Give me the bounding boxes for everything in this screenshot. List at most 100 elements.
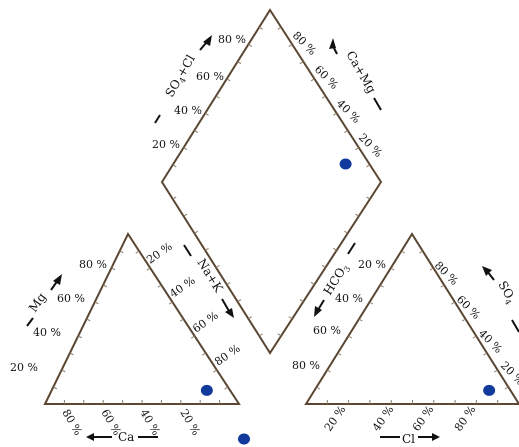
cation-left-tick-4	[77, 335, 83, 339]
diamond-upper-left-tick-4	[204, 112, 209, 116]
diamond-upper-left-tick-3	[194, 129, 199, 133]
mg-tick-label-60: 60 %	[57, 292, 85, 305]
mg-tick-label-80: 80 %	[79, 258, 107, 271]
diamond-lower-right-tick-1	[366, 196, 371, 200]
nak-tick-label-20: 20 %	[144, 240, 174, 267]
anion-right-tick-9	[504, 386, 509, 390]
sample-points	[200, 158, 496, 445]
diamond-upper-left-tick-2	[183, 147, 188, 151]
so4-axis-label-sub: 4	[503, 298, 513, 307]
diamond-lower-right-tick-9	[277, 333, 282, 337]
diamond-lower-left-tick-3	[237, 299, 242, 303]
diamond-lower-left-tick-7	[194, 230, 199, 234]
diamond-lower-left-tick-1	[258, 333, 263, 337]
nak-tick-label-40: 40 %	[167, 274, 197, 301]
anion-right-tick-2	[429, 267, 434, 271]
cation-left-tick-6	[94, 301, 99, 305]
diamond-lower-right-tick-7	[299, 299, 304, 303]
diamond-lower-right-tick-8	[288, 316, 293, 320]
so4cl-axis-label: SO4+Cl	[162, 52, 199, 100]
diamond-lower-left-tick-2	[248, 316, 253, 320]
so4cl-axis-label-sub: 4	[178, 76, 188, 85]
diamond-upper-right-tick-4	[310, 78, 315, 82]
diamond-upper-right-tick-2	[288, 43, 293, 47]
cl-tick-label-20: 20 %	[322, 403, 349, 433]
diamond-lower-left-tick-9	[172, 196, 177, 200]
anion-left-tick-5	[358, 318, 363, 322]
anion-left-tick-4	[348, 335, 353, 339]
so4cl-tick-label-80: 80 %	[218, 33, 246, 46]
ca-axis-title: Ca	[86, 430, 158, 444]
anion-right-tick-4	[451, 301, 456, 305]
diamond-lower-right-tick-2	[355, 213, 360, 217]
cl-axis-label: Cl	[402, 432, 415, 446]
hco3-tick-label-80: 80 %	[292, 359, 320, 372]
so4cl-tick-label-20: 20 %	[152, 138, 180, 151]
cation-right-tick-6	[190, 335, 195, 339]
sample-point-diamond-0	[339, 158, 352, 170]
diamond-upper-left-tick-8	[248, 43, 253, 47]
mg-tick-label-40: 40 %	[33, 326, 61, 339]
diamond-lower-right-tick-3	[344, 230, 348, 234]
diamond-upper-right-tick-5	[321, 95, 326, 99]
camg-tick-label-60: 60 %	[312, 63, 341, 92]
so4cl-axis-label-post: +Cl	[174, 52, 198, 79]
cation-right-tick-8	[213, 369, 218, 373]
anion-triangle-frame	[304, 232, 519, 405]
diamond-upper-right-tick-8	[355, 147, 360, 151]
anion-right-tick-8	[493, 369, 498, 373]
diamond-upper-right-tick-1	[277, 26, 282, 30]
hco3-axis-label-sub: 3	[342, 265, 352, 274]
diamond-upper-left-tick-9	[258, 26, 263, 30]
anion-left-tick-9	[401, 250, 406, 254]
so4-axis-label-main: SO	[495, 279, 516, 302]
diamond-lower-left-tick-6	[204, 247, 209, 251]
diamond-upper-right-tick-7	[344, 129, 348, 133]
mg-axis-label: Mg	[26, 290, 49, 315]
hco3-tick-label-40: 40 %	[335, 292, 363, 305]
diamond-lower-right-tick-4	[332, 247, 337, 251]
hco3-tick-label-20: 20 %	[358, 258, 386, 271]
so4-axis-title: SO4	[482, 266, 519, 333]
cation-right-tick-4	[168, 301, 173, 305]
cation-left-tick-2	[61, 369, 66, 373]
anion-left-tick-7	[379, 284, 384, 288]
anion-left-tick-2	[326, 369, 331, 373]
cation-right-tick-1	[135, 250, 140, 254]
so4-tick-label-20: 20 %	[498, 359, 519, 388]
diamond-lower-right-tick-6	[310, 282, 315, 286]
anion-right-tick-1	[419, 250, 423, 254]
ca-tick-label-20: 20 %	[177, 407, 202, 438]
diamond-upper-right-tick-3	[299, 61, 304, 65]
mg-tick-label-20: 20 %	[10, 361, 38, 374]
cation-left-tick-3	[69, 352, 74, 356]
anion-left-tick-8	[390, 267, 395, 271]
anion-left-tick-6	[369, 301, 374, 305]
camg-tick-label-40: 40 %	[334, 97, 363, 126]
diamond-upper-left-tick-5	[215, 95, 220, 99]
anion-right-tick-5	[461, 318, 466, 322]
hco3-tick-label-60: 60 %	[313, 324, 341, 337]
camg-tick-label-80: 80 %	[290, 29, 319, 58]
camg-axis-label: Ca+Mg	[343, 49, 378, 96]
anion-left-tick-1	[316, 386, 321, 390]
diamond-frame	[160, 8, 383, 355]
camg-axis-title: Ca+Mg	[329, 38, 382, 111]
cation-right-tick-2	[146, 267, 151, 271]
cation-right-tick-7	[202, 352, 206, 356]
anion-right-tick-7	[483, 352, 488, 356]
anion-left-tick-3	[337, 352, 342, 356]
so4-axis-label: SO4	[494, 279, 519, 307]
ca-axis-label: Ca	[118, 430, 134, 444]
nak-tick-label-60: 60 %	[190, 309, 220, 336]
diamond-upper-left-tick-7	[237, 61, 242, 65]
diamond-lower-left-tick-4	[226, 282, 231, 286]
cation-left-tick-9	[119, 250, 124, 254]
diamond-lower-right-tick-5	[321, 264, 326, 268]
anion-right-tick-6	[472, 335, 477, 339]
diamond-lower-left-tick-5	[215, 264, 220, 268]
sample-point-cation-0	[200, 384, 213, 396]
cation-right-tick-5	[179, 318, 184, 322]
diamond-lower-left-tick-8	[183, 213, 188, 217]
cation-left-tick-8	[111, 267, 116, 271]
